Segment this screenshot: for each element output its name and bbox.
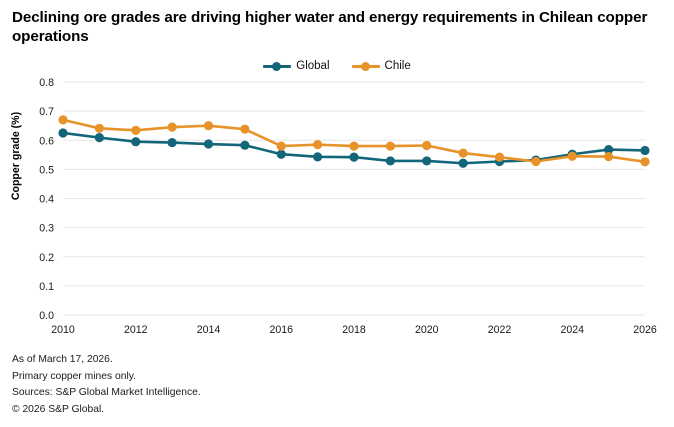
data-point-chile-2025[interactable] [604,151,614,162]
y-tick-label: 0.3 [39,223,54,235]
data-point-chile-2022[interactable] [494,152,505,162]
data-point-global-2010[interactable] [58,128,68,138]
x-tick-label: 2026 [633,324,657,336]
footnote-note: Primary copper mines only. [12,370,136,382]
data-point-chile-2026[interactable] [640,157,650,167]
legend-label-chile: Chile [384,60,411,72]
legend-item-global[interactable]: Global [263,60,330,72]
chart-footnotes: As of March 17, 2026. Primary copper min… [12,352,201,418]
data-point-chile-2024[interactable] [567,151,577,161]
legend-swatch-global-icon [263,61,292,72]
data-point-chile-2017[interactable] [313,140,323,150]
data-point-chile-2018[interactable] [349,141,359,151]
data-point-global-2021[interactable] [458,158,468,168]
legend-item-chile[interactable]: Chile [351,60,411,72]
footnote-copyright: © 2026 S&P Global. [12,403,105,415]
data-point-chile-2013[interactable] [167,122,177,132]
x-tick-label: 2014 [197,324,221,336]
legend-label-global: Global [296,60,330,72]
data-point-chile-2010[interactable] [58,115,68,125]
x-tick-label: 2012 [124,324,148,336]
data-point-global-2012[interactable] [131,137,141,147]
legend-swatch-chile-icon [351,61,380,72]
chart-legend: Global Chile [0,60,674,72]
data-point-global-2014[interactable] [203,139,214,149]
x-tick-label: 2022 [488,324,512,336]
y-axis-title: Copper grade (%) [10,111,22,201]
page-title: Declining ore grades are driving higher … [12,9,648,45]
footnote-as-of: As of March 17, 2026. [12,354,113,365]
data-point-global-2017[interactable] [313,152,323,162]
data-point-global-2013[interactable] [167,137,177,148]
y-tick-label: 0.8 [39,77,54,89]
y-tick-label: 0.1 [39,281,54,293]
data-point-chile-2015[interactable] [240,124,250,134]
data-point-chile-2020[interactable] [422,140,432,151]
y-tick-label: 0.2 [39,252,54,264]
x-tick-label: 2024 [560,324,584,336]
data-point-global-2016[interactable] [276,149,286,159]
footnote-sources: Sources: S&P Global Market Intelligence. [12,387,201,398]
data-point-chile-2016[interactable] [276,141,286,151]
data-point-chile-2023[interactable] [531,156,541,167]
data-point-global-2019[interactable] [385,156,395,166]
data-point-chile-2011[interactable] [94,123,104,133]
x-tick-label: 2016 [269,324,293,336]
data-point-global-2026[interactable] [640,145,650,156]
data-point-global-2015[interactable] [240,140,250,150]
y-tick-label: 0.6 [39,135,54,147]
data-point-global-2025[interactable] [604,144,614,155]
data-point-global-2020[interactable] [422,156,432,166]
x-tick-label: 2018 [342,324,366,336]
y-tick-label: 0.0 [39,310,54,322]
data-point-chile-2019[interactable] [385,141,395,151]
data-point-global-2011[interactable] [94,133,104,143]
x-tick-label: 2010 [51,324,75,336]
x-tick-label: 2020 [415,324,439,336]
data-point-chile-2014[interactable] [203,121,214,131]
data-point-global-2018[interactable] [349,152,359,162]
y-tick-label: 0.7 [39,106,54,118]
y-tick-label: 0.4 [39,194,54,206]
y-tick-label: 0.5 [39,164,54,176]
data-point-chile-2021[interactable] [458,148,468,158]
data-point-chile-2012[interactable] [131,125,141,135]
